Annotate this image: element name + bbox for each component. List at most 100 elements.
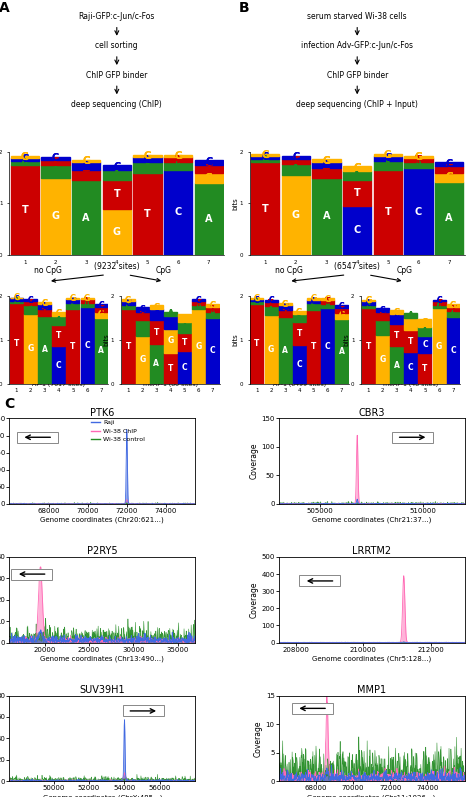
Bar (72, 180, 100, 255)
Text: G: G (21, 152, 29, 162)
Text: C: C (354, 226, 361, 235)
Bar (374, 161, 402, 170)
X-axis label: Genome coordinates (Chr5:128...): Genome coordinates (Chr5:128...) (312, 655, 431, 662)
Bar (72, 159, 100, 163)
Text: C: C (52, 154, 59, 163)
Bar (251, 156, 279, 159)
Text: T: T (21, 205, 28, 215)
Title: CBR3: CBR3 (358, 408, 385, 418)
Bar (164, 163, 192, 170)
Text: C: C (446, 159, 453, 169)
Text: A: A (384, 160, 392, 171)
Text: A: A (292, 164, 300, 175)
Text: A: A (354, 171, 361, 181)
Text: A: A (0, 1, 9, 15)
Text: G: G (174, 151, 182, 161)
Text: G: G (353, 163, 361, 174)
Bar (133, 157, 162, 163)
Text: CpG: CpG (396, 266, 412, 275)
Title: PTK6: PTK6 (90, 408, 115, 418)
Bar (404, 163, 433, 168)
Bar (282, 175, 310, 255)
Text: G: G (322, 155, 330, 166)
Bar (343, 206, 371, 255)
Text: A: A (205, 214, 212, 224)
Text: C: C (323, 160, 330, 171)
Text: G: G (113, 226, 121, 237)
Title: MMP1: MMP1 (357, 685, 386, 695)
FancyBboxPatch shape (11, 568, 52, 579)
Text: T: T (415, 155, 422, 165)
Text: T: T (292, 156, 299, 167)
Bar (282, 159, 310, 164)
Text: AP-1 (7017 sites): AP-1 (7017 sites) (32, 382, 85, 387)
Text: no CpG: no CpG (274, 266, 302, 275)
Bar (41, 178, 70, 255)
Bar (343, 166, 371, 171)
Bar (435, 182, 463, 255)
Text: A: A (354, 171, 361, 181)
Text: A: A (323, 211, 330, 222)
Text: infection Adv-GFP:c-Jun/c-Fos: infection Adv-GFP:c-Jun/c-Fos (301, 41, 413, 50)
Bar (312, 168, 341, 178)
Text: ChIP GFP binder: ChIP GFP binder (327, 71, 388, 80)
Text: A: A (174, 161, 182, 171)
Title: LRRTM2: LRRTM2 (352, 546, 391, 556)
Text: meAP-1 (80 sites): meAP-1 (80 sites) (143, 382, 198, 387)
Text: T: T (144, 209, 151, 218)
Bar (343, 180, 371, 206)
Text: T: T (415, 155, 422, 165)
Legend: Raji, Wi-38 ChIP, Wi-38 control: Raji, Wi-38 ChIP, Wi-38 control (91, 420, 145, 442)
Text: G: G (82, 156, 90, 166)
Title: P2RY5: P2RY5 (87, 546, 118, 556)
Text: C: C (415, 206, 422, 217)
Text: C: C (292, 152, 300, 163)
Bar (72, 170, 100, 180)
Text: G: G (174, 151, 182, 161)
Text: A: A (323, 211, 330, 222)
Text: G: G (52, 211, 59, 222)
Bar (41, 165, 70, 178)
X-axis label: Genome coordinates (Chr21:37...): Genome coordinates (Chr21:37...) (312, 517, 431, 524)
Text: C: C (174, 207, 182, 218)
Bar (103, 209, 131, 255)
Bar (195, 183, 223, 255)
Bar (41, 157, 70, 159)
Text: T: T (83, 170, 90, 180)
Text: T: T (354, 188, 361, 198)
Text: G: G (384, 150, 392, 160)
Text: no CpG: no CpG (34, 266, 62, 275)
Text: G: G (205, 173, 213, 183)
Bar (404, 158, 433, 163)
Bar (164, 157, 192, 163)
Text: C: C (205, 157, 212, 167)
Y-axis label: Coverage: Coverage (254, 720, 263, 756)
Text: T: T (21, 205, 28, 215)
X-axis label: Genome coordinates (ChrX:485...): Genome coordinates (ChrX:485...) (43, 794, 162, 797)
Bar (251, 159, 279, 163)
Text: A: A (144, 163, 151, 172)
Text: G: G (292, 210, 300, 220)
Text: T: T (262, 203, 269, 214)
Text: G: G (415, 151, 422, 162)
Text: A: A (144, 163, 151, 172)
Bar (251, 163, 279, 255)
Bar (404, 155, 433, 158)
Text: T: T (205, 163, 212, 174)
Text: (6547 sites): (6547 sites) (334, 261, 380, 270)
Text: C: C (384, 154, 392, 163)
Text: T: T (144, 209, 151, 218)
Text: T: T (384, 207, 391, 218)
Bar (435, 167, 463, 173)
Text: C: C (354, 226, 361, 235)
Text: T: T (83, 170, 90, 180)
Bar (133, 163, 162, 173)
Text: A: A (21, 158, 28, 168)
Text: A: A (446, 214, 453, 223)
Text: cell sorting: cell sorting (95, 41, 138, 50)
Text: T: T (175, 155, 182, 165)
Bar (133, 173, 162, 255)
Text: C: C (144, 155, 151, 165)
Text: G: G (384, 150, 392, 160)
Bar (404, 168, 433, 255)
